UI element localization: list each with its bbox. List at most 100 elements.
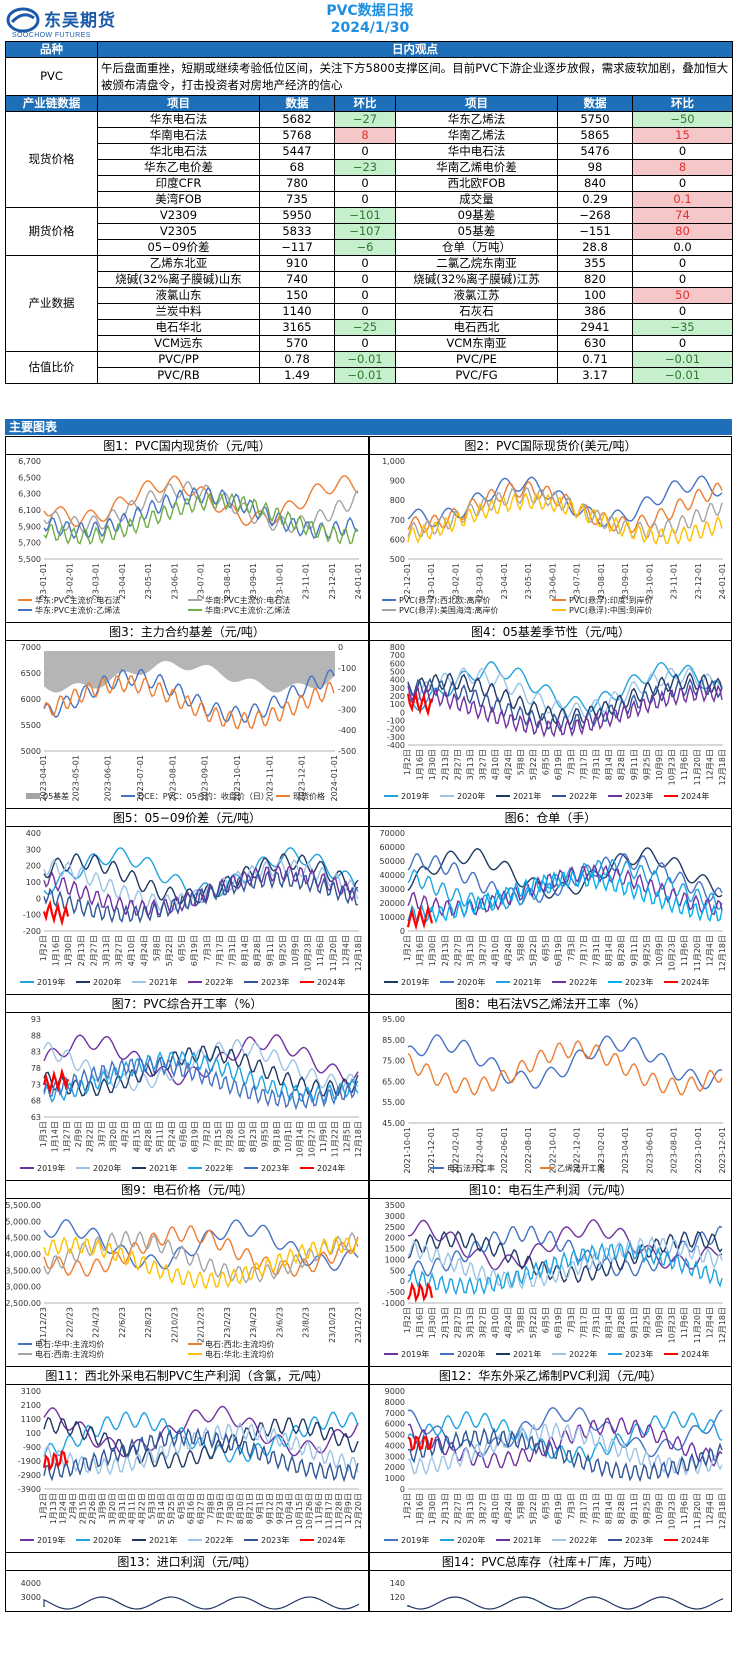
table-row: 电石华北 3165 −25 电石西北 2941 −35 [6,319,733,336]
y-tick-label: 60000 [380,843,405,852]
series-line [43,1236,359,1290]
x-tick-label: 1月2日 [39,935,48,961]
cell-change-right: 15 [632,127,733,144]
legend-label: 2023年 [625,977,653,987]
y-tick-label: 63 [31,1113,41,1122]
legend-label: 2020年 [457,791,485,801]
cell-change-left: −0.01 [334,351,396,368]
x-tick-label: 5月24日 [167,1121,176,1152]
x-tick-label: 1月14日 [51,1121,60,1152]
cell-item-right: 05基差 [395,223,558,240]
cell-item-left: 印度CFR [97,175,260,192]
y-tick-label: 3100 [21,1387,41,1396]
legend-label: PVC(悬浮):西北欧:离岸价 [399,595,491,605]
x-tick-label: 1月3日 [39,1121,48,1147]
legend-label: DCE：PVC：05合约：收盘价（日） [138,791,269,801]
cell-value-left: 1140 [259,303,335,320]
cell-change-left: 8 [334,127,396,144]
cell-item-right: 石灰石 [395,303,558,320]
x-tick-label: 11月20日 [693,935,702,971]
x-tick-label: 4月10日 [491,1493,500,1524]
cell-change-right: 0 [632,255,733,272]
table-row: VCM远东 570 0 VCM东南亚 630 0 [6,335,733,352]
legend-label: 2021年 [149,977,177,987]
y-tick-label: 5,700 [18,539,41,548]
cell-change-left: −27 [334,111,396,128]
cell-item-left: 华北电石法 [97,143,260,160]
x-tick-label: 10月14日 [296,1121,305,1157]
x-tick-label: 4月22日 [137,1493,146,1524]
group-label: 现货价格 [5,111,98,208]
x-tick-label: 4月15日 [132,1121,141,1152]
x-tick-label: 23-05-01 [524,563,533,599]
x-tick-label: 1月2日 [403,935,412,961]
chart-panel: 图9：电石价格（元/吨） 5,500.00 5,000.00 4,500.00 4,00… [5,1180,369,1367]
x-tick-label: 23-02-01 [451,563,460,599]
cell-change-left: −107 [334,223,396,240]
cell-value-left: 3165 [259,319,335,336]
chart-grid: 图1：PVC国内现货价（元/吨） 6,700 6,500 6,300 6,100 5,90… [5,436,732,1680]
cell-item-right: PVC/FG [395,367,558,384]
group-label: 估值比价 [5,351,98,384]
table-head-data-left: 数据 [259,95,335,112]
x-tick-label: 4月10日 [127,935,136,966]
y-tick-label: 20000 [380,899,405,908]
y-tick-label: 10000 [380,913,405,922]
chart-title: 图13：进口利润（元/吨） [6,1553,368,1571]
series-line [407,869,723,924]
y-tick-label: 800 [390,496,405,505]
legend-label: 2021年 [149,1163,177,1173]
legend-label: 电石:西南:主流均价 [35,1349,104,1359]
legend-label: 2024年 [317,977,345,987]
cell-value-left: 68 [259,159,335,176]
x-tick-label: 6月5日 [542,1307,551,1333]
x-tick-label: 9月11日 [266,935,275,966]
x-tick-label: 23-06-01 [548,563,557,599]
x-tick-label: 12月20日 [354,1493,363,1529]
x-tick-label: 12月4日 [705,749,714,780]
series-line [407,683,723,738]
x-tick-label: 6月5日 [542,1493,551,1519]
y-tick-label: 0 [400,1485,405,1494]
table-head-chain: 产业链数据 [5,95,98,112]
x-tick-label: 23-05-01 [144,563,153,599]
x-tick-label: 7月31日 [592,1307,601,1338]
company-logo: 东吴期货 SOOCHOW FUTURES [6,6,136,39]
chart-panel: 图11：西北外采电石制PVC生产利润（含氯，元/吨） 3100 2100 1100 10… [5,1366,369,1553]
y-tick-label: 95.00 [382,1015,405,1024]
y-tick-label: 1500 [385,1245,405,1254]
x-tick-label: 7月30日 [226,1493,235,1524]
y-tick-label: 200 [390,692,405,701]
y-tick-label: 1,000 [382,457,405,466]
y-tick-label: 3000 [385,1452,405,1461]
series-line [43,1421,359,1476]
x-tick-label: 11月6日 [680,749,689,780]
legend-label: PVC(悬浮):印度:到岸价 [569,595,653,605]
cell-item-left: 乙烯东北亚 [97,255,260,272]
cell-value-left: 1.49 [259,367,335,384]
x-tick-label: 12月18日 [354,935,363,971]
x-tick-label: 23-08-01 [597,563,606,599]
x-tick-label: 9月11日 [630,1493,639,1524]
x-tick-label: 3月13日 [466,749,475,780]
x-tick-label: 2023-12-01 [718,1127,727,1174]
y-tick-label: 300 [26,845,41,854]
cell-item-left: 电石华北 [97,319,260,336]
chart-title: 图4：05基差季节性（元/吨） [370,623,731,641]
x-tick-label: 9月11日 [630,1307,639,1338]
cell-change-right: −0.01 [632,351,733,368]
y-tick-label: 70000 [380,829,405,838]
table-row: PVC/RB 1.49 −0.01 PVC/FG 3.17 −0.01 [6,367,733,384]
legend-label: 2020年 [93,1163,121,1173]
x-tick-label: 11月9日 [319,1121,328,1152]
x-tick-label: 3月13日 [466,1493,475,1524]
y-tick-label: 3500 [385,1201,405,1210]
y-tick-label: 400 [26,829,41,838]
x-tick-label: 2023-11-01 [265,755,274,802]
x-tick-label: 7月19日 [216,1493,225,1524]
legend-label: 2022年 [569,1535,597,1545]
x-tick-label: 7月31日 [228,935,237,966]
cell-item-right: PVC/PE [395,351,558,368]
x-tick-label: 10月1日 [284,1121,293,1152]
x-tick-label: 2023-07-01 [136,755,145,802]
